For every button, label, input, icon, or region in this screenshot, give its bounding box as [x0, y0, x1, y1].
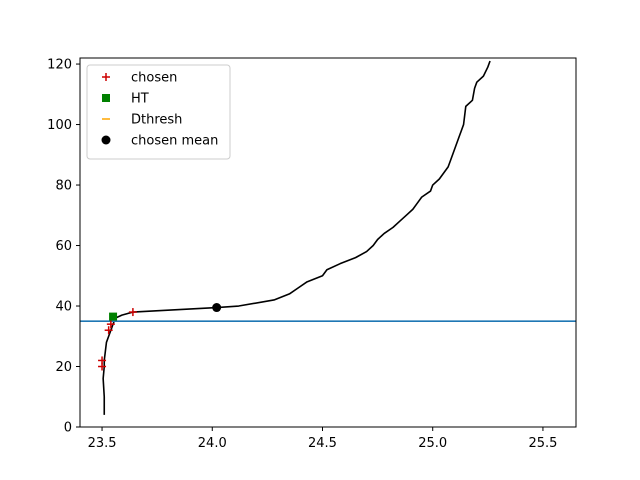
chosen-marker	[104, 326, 113, 335]
ht-marker	[109, 312, 118, 321]
legend-label: chosen mean	[131, 134, 218, 149]
legend-label: Dthresh	[131, 113, 182, 128]
y-tick-label: 20	[55, 360, 72, 375]
legend-ht-marker	[102, 94, 110, 102]
y-tick-label: 60	[55, 239, 72, 254]
y-tick-label: 40	[55, 300, 72, 315]
legend: chosen HT Dthresh chosen mean	[86, 64, 231, 160]
y-tick-label: 120	[47, 58, 72, 73]
legend-label: chosen	[131, 71, 177, 86]
x-axis-ticks: 23.5 24.0 24.5 25.0 25.5	[88, 427, 557, 451]
chosen-marker	[128, 308, 137, 317]
legend-label: HT	[131, 92, 149, 107]
x-tick-label: 23.5	[88, 436, 117, 451]
x-tick-label: 25.0	[418, 436, 447, 451]
legend-chosen-mean-marker	[101, 135, 111, 145]
chosen-marker	[106, 320, 115, 329]
y-tick-label: 80	[55, 179, 72, 194]
y-tick-label: 100	[47, 118, 72, 133]
y-axis-ticks: 0 20 40 60 80 100 120	[47, 58, 80, 436]
x-tick-label: 24.5	[308, 436, 337, 451]
axes-frame	[79, 57, 577, 428]
legend-box	[86, 64, 231, 160]
x-tick-label: 25.5	[528, 436, 557, 451]
y-tick-label: 0	[64, 421, 72, 436]
chosen-mean-marker	[212, 303, 222, 313]
chosen-marker	[98, 356, 107, 365]
x-tick-label: 24.0	[198, 436, 227, 451]
marker-layer	[98, 303, 222, 371]
